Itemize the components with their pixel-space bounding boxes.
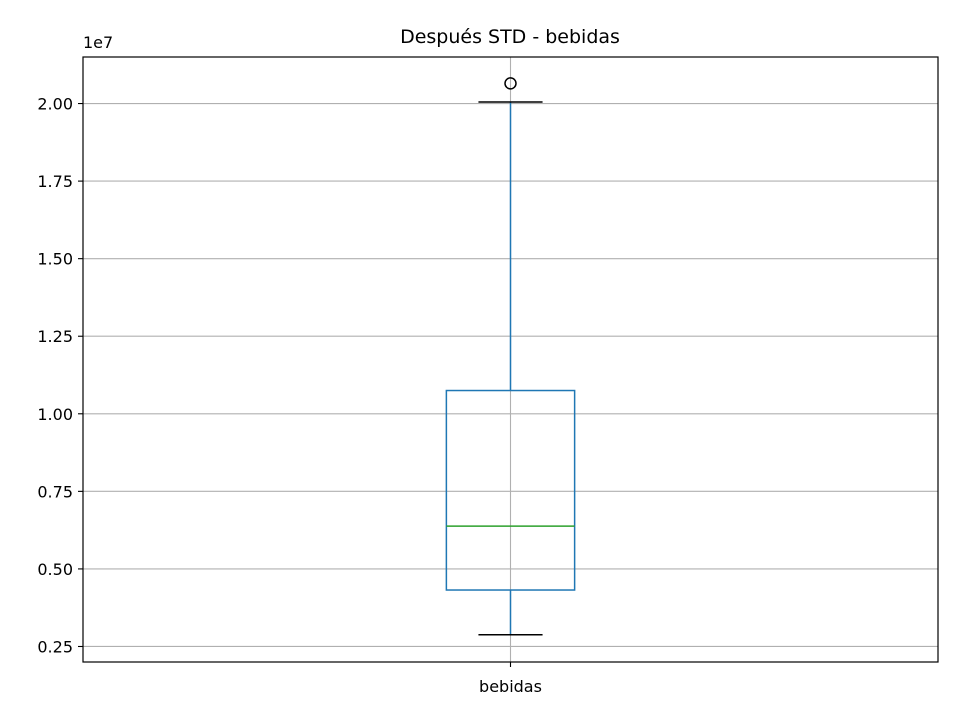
y-tick-label: 0.25: [37, 637, 73, 656]
box-layer: [445, 77, 576, 636]
y-tick-label: 2.00: [37, 95, 73, 114]
iqr-box: [445, 389, 576, 591]
x-tick-label: bebidas: [479, 677, 542, 696]
y-axis-offset-label: 1e7: [83, 33, 113, 52]
tick-layer: 0.25 0.50 0.75 1.00 1.25 1.50 1.75 2.00 bebidas: [37, 95, 542, 696]
outlier-point: [504, 77, 517, 90]
y-tick-label: 1.25: [37, 327, 73, 346]
y-tick-label: 1.75: [37, 172, 73, 191]
y-tick-label: 1.00: [37, 405, 73, 424]
chart-title: Después STD - bebidas: [400, 26, 620, 48]
y-tick-label: 0.75: [37, 482, 73, 501]
y-tick-label: 0.50: [37, 560, 73, 579]
y-tick-label: 1.50: [37, 250, 73, 269]
